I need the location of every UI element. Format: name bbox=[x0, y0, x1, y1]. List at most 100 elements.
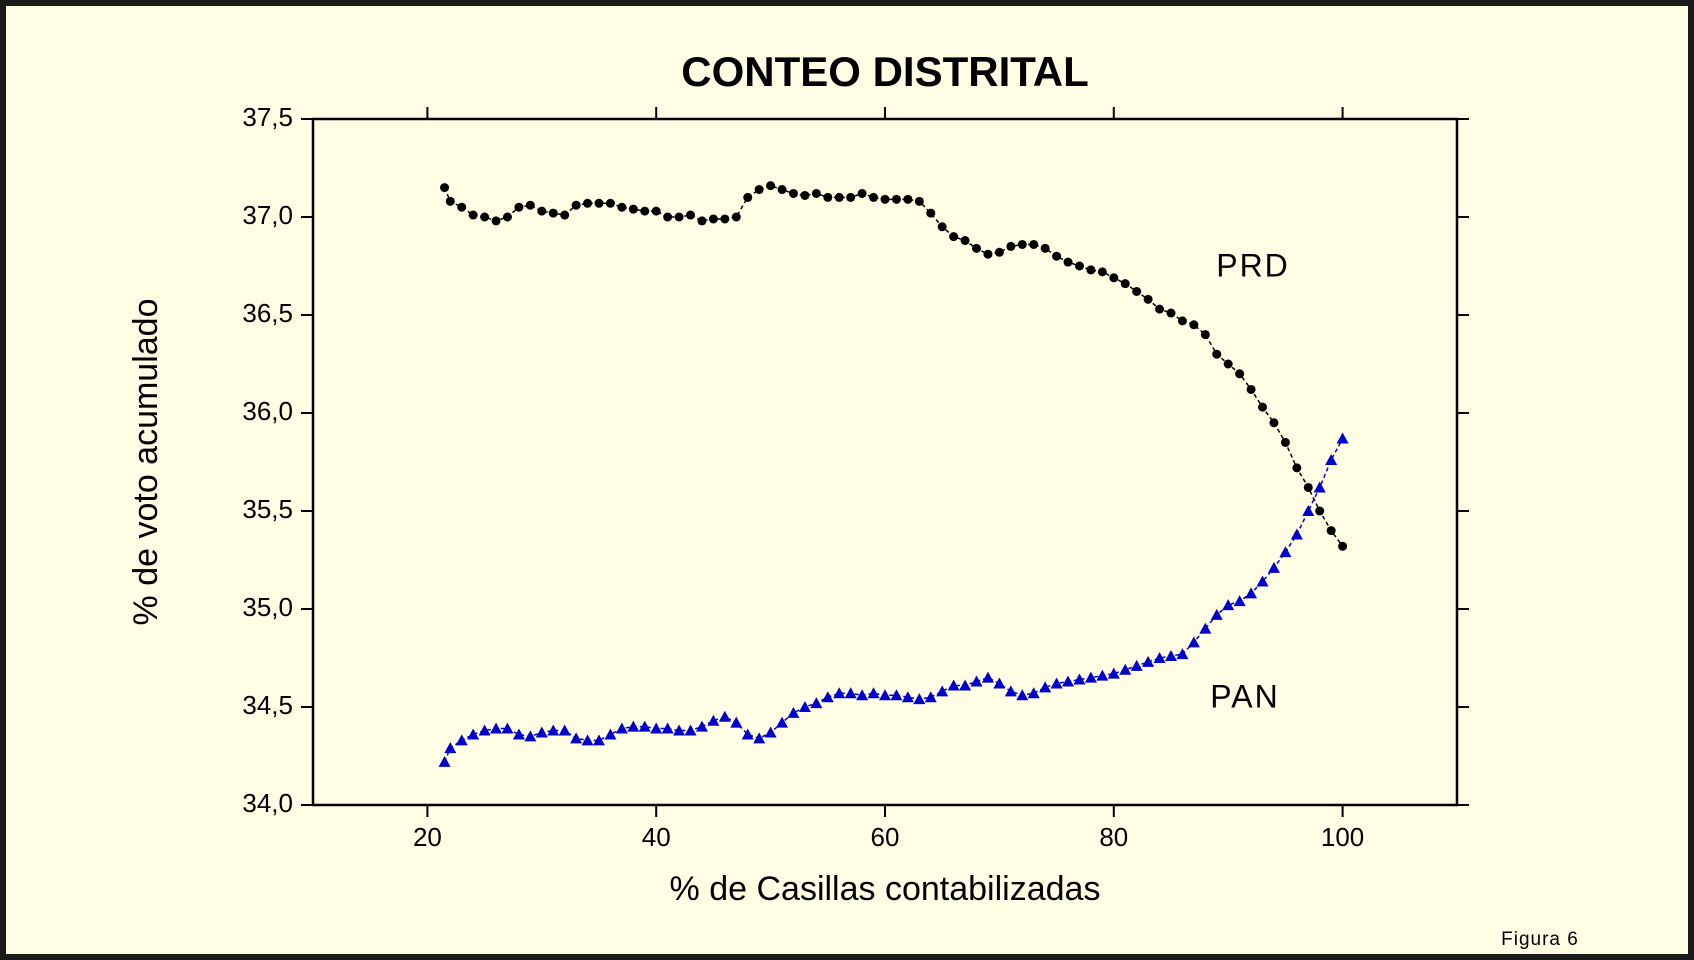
point bbox=[651, 206, 661, 216]
x-tick-label: 40 bbox=[642, 822, 671, 852]
point bbox=[1302, 505, 1315, 516]
point bbox=[583, 198, 593, 208]
point bbox=[491, 216, 501, 226]
point bbox=[1039, 681, 1052, 693]
point bbox=[823, 192, 833, 202]
point bbox=[1052, 251, 1062, 261]
point bbox=[901, 691, 914, 703]
point bbox=[1176, 648, 1189, 660]
point bbox=[730, 716, 743, 728]
point bbox=[937, 222, 947, 232]
point bbox=[1097, 267, 1107, 277]
series-label: PAN bbox=[1210, 678, 1279, 714]
point bbox=[581, 734, 594, 746]
chart-title: CONTEO DISTRITAL bbox=[681, 48, 1089, 95]
y-tick-label: 37,0 bbox=[242, 200, 293, 230]
x-tick-label: 20 bbox=[413, 822, 442, 852]
y-tick-label: 35,5 bbox=[242, 494, 293, 524]
point bbox=[787, 706, 800, 718]
point bbox=[754, 185, 764, 195]
point bbox=[1040, 243, 1050, 253]
series-label: PRD bbox=[1216, 247, 1290, 283]
point bbox=[880, 194, 890, 204]
point bbox=[1084, 671, 1097, 683]
point bbox=[1004, 685, 1017, 697]
point bbox=[891, 194, 901, 204]
point bbox=[993, 677, 1006, 689]
point bbox=[777, 185, 787, 195]
point bbox=[879, 689, 891, 701]
point bbox=[1119, 663, 1132, 675]
point bbox=[1073, 673, 1086, 685]
point bbox=[936, 685, 949, 697]
point bbox=[525, 200, 535, 210]
point bbox=[1290, 528, 1303, 540]
point bbox=[617, 202, 627, 212]
point bbox=[1279, 546, 1292, 558]
point bbox=[1006, 241, 1016, 251]
point bbox=[440, 183, 450, 193]
point bbox=[981, 671, 994, 683]
point bbox=[501, 722, 514, 734]
point bbox=[1245, 587, 1258, 599]
point bbox=[674, 212, 684, 222]
figure-note: Figura 6 bbox=[1501, 929, 1579, 950]
point bbox=[970, 675, 983, 687]
point bbox=[594, 198, 604, 208]
point bbox=[913, 693, 926, 705]
point bbox=[480, 212, 490, 222]
point bbox=[821, 691, 834, 703]
point bbox=[1258, 402, 1268, 412]
point bbox=[972, 243, 982, 253]
point bbox=[834, 192, 844, 202]
point bbox=[811, 188, 821, 198]
point bbox=[1267, 561, 1280, 573]
y-tick-label: 37,5 bbox=[242, 102, 293, 132]
point bbox=[833, 687, 846, 699]
point bbox=[457, 202, 467, 212]
point bbox=[1292, 463, 1302, 473]
point bbox=[856, 689, 869, 701]
point bbox=[810, 697, 823, 709]
point bbox=[720, 214, 730, 224]
point bbox=[926, 208, 936, 218]
point bbox=[673, 724, 686, 736]
point bbox=[707, 714, 720, 726]
point bbox=[560, 210, 570, 220]
point bbox=[605, 198, 615, 208]
point bbox=[1187, 636, 1200, 648]
point bbox=[524, 730, 537, 742]
point bbox=[1086, 265, 1096, 275]
point bbox=[718, 710, 731, 722]
point bbox=[869, 192, 879, 202]
point bbox=[1338, 541, 1348, 551]
point bbox=[514, 202, 524, 212]
point bbox=[914, 196, 924, 206]
x-axis-label: % de Casillas contabilizadas bbox=[670, 870, 1101, 908]
point bbox=[1199, 622, 1212, 634]
point bbox=[1132, 286, 1142, 296]
point bbox=[455, 734, 468, 746]
point bbox=[1280, 437, 1290, 447]
point bbox=[1120, 279, 1130, 289]
point bbox=[924, 691, 937, 703]
point bbox=[512, 728, 525, 740]
point bbox=[650, 722, 663, 734]
point bbox=[593, 734, 605, 746]
point bbox=[548, 208, 558, 218]
point bbox=[1222, 599, 1235, 611]
point bbox=[731, 212, 741, 222]
point bbox=[844, 687, 857, 699]
point bbox=[697, 216, 707, 226]
point bbox=[604, 728, 617, 740]
point bbox=[994, 247, 1004, 257]
point bbox=[1235, 369, 1245, 379]
point bbox=[800, 190, 810, 200]
point bbox=[628, 204, 638, 214]
point bbox=[1062, 675, 1075, 687]
point bbox=[1210, 608, 1223, 620]
point bbox=[1246, 384, 1256, 394]
point bbox=[1096, 669, 1109, 681]
point bbox=[788, 188, 798, 198]
point bbox=[615, 722, 628, 734]
